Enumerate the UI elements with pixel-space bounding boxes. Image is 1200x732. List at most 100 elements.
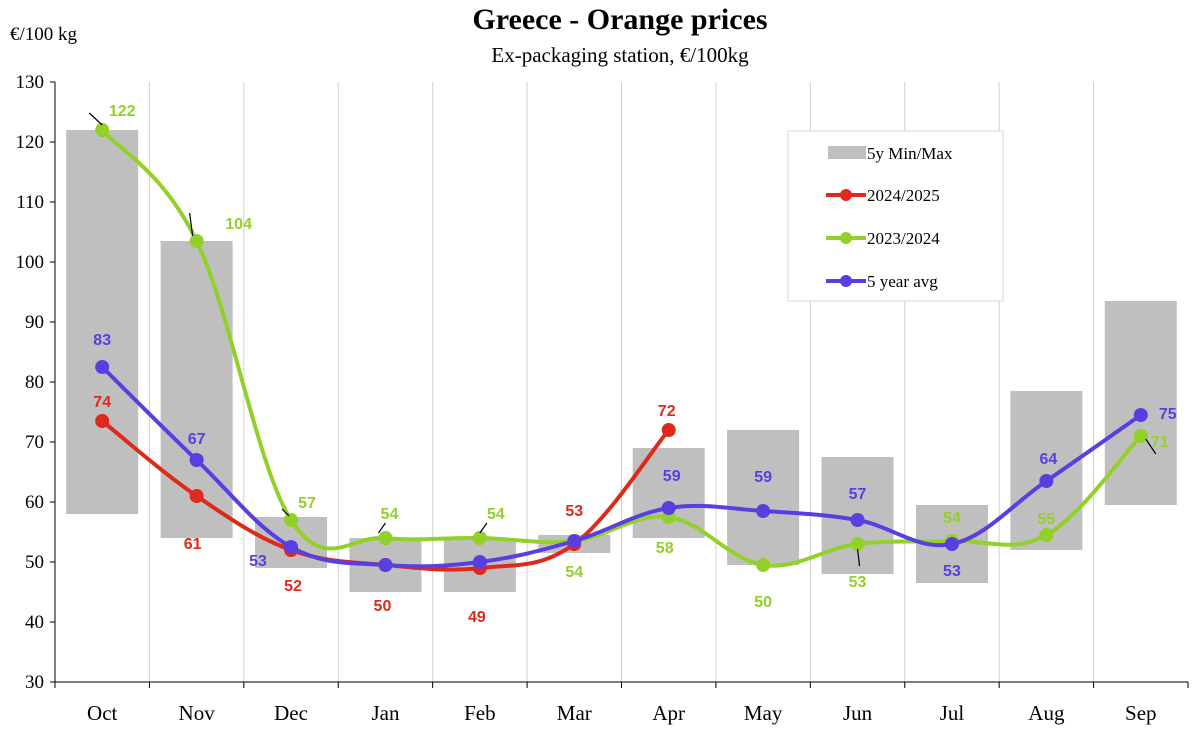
data-label-2023-2024: 54	[943, 510, 961, 527]
x-tick-label-aug: Aug	[1028, 701, 1065, 725]
data-point-5-year-avg	[850, 513, 865, 527]
data-label-5-year-avg: 83	[93, 332, 111, 349]
legend-label: 5 year avg	[867, 272, 938, 291]
leader-line	[479, 522, 488, 534]
axes: 30 40 50 60 70 80 90 100 110 120 130 Oct Nov Dec Jan Fe…	[16, 72, 1189, 725]
x-tick-label-nov: Nov	[179, 701, 216, 725]
data-label-5-year-avg: 67	[188, 431, 206, 448]
data-labels: 74 61 52 50 49 53 72 122 104 57 54 54 54 58 50 53 54 55 71…	[88, 103, 1177, 626]
x-tick-label-jan: Jan	[371, 701, 399, 725]
x-tick-label-jun: Jun	[843, 701, 873, 725]
y-axis-unit-label: €/100 kg	[10, 24, 78, 45]
leader-line	[189, 212, 194, 237]
x-tick-label-oct: Oct	[87, 701, 117, 725]
data-label-2023-2024: 54	[381, 506, 399, 523]
data-point-2024-2025	[189, 489, 204, 503]
x-tick-label-may: May	[744, 701, 783, 725]
data-point-5-year-avg	[756, 504, 771, 518]
data-label-2023-2024: 71	[1151, 434, 1169, 451]
leader-line	[1145, 438, 1157, 455]
y-tick-label: 120	[16, 132, 45, 153]
data-label-2024-2025: 52	[284, 578, 302, 595]
data-label-2023-2024: 104	[225, 216, 252, 233]
min-max-range-bars	[66, 130, 1177, 592]
data-point-5-year-avg	[567, 534, 582, 548]
y-tick-label: 130	[16, 72, 45, 93]
data-point-5-year-avg	[472, 555, 487, 569]
x-tick-label-jul: Jul	[940, 701, 965, 725]
data-point-2023-2024	[189, 234, 204, 248]
data-label-5-year-avg: 57	[849, 486, 867, 503]
data-label-2023-2024: 54	[487, 506, 505, 523]
data-point-2023-2024	[472, 531, 487, 545]
series-line-5-year-avg	[100, 365, 1143, 569]
data-label-2023-2024: 54	[565, 564, 583, 581]
legend-swatch-marker	[840, 275, 852, 287]
range-bar-oct	[66, 130, 139, 514]
legend-label: 2023/2024	[867, 229, 940, 248]
data-label-5-year-avg: 59	[754, 469, 772, 486]
chart-subtitle: Ex-packaging station, €/100kg	[491, 43, 749, 67]
data-label-5-year-avg: 53	[943, 563, 961, 580]
data-point-2023-2024	[1039, 528, 1054, 542]
range-bar-sep	[1104, 301, 1177, 505]
chart-title: Greece - Orange prices	[472, 3, 767, 36]
data-label-5-year-avg: 64	[1039, 451, 1057, 468]
y-tick-label: 90	[25, 312, 44, 333]
data-label-2023-2024: 55	[1037, 511, 1055, 528]
data-label-2024-2025: 50	[374, 598, 392, 615]
data-label-2024-2025: 53	[565, 503, 583, 520]
data-point-5-year-avg	[378, 558, 393, 572]
data-label-2024-2025: 49	[468, 609, 486, 626]
x-tick-label-mar: Mar	[557, 701, 592, 725]
data-label-2023-2024: 50	[754, 594, 772, 611]
data-label-2023-2024: 122	[109, 103, 136, 120]
x-tick-label-apr: Apr	[652, 701, 685, 725]
data-point-5-year-avg	[944, 537, 959, 551]
y-tick-label: 30	[25, 672, 44, 693]
x-tick-label-sep: Sep	[1125, 701, 1157, 725]
data-point-5-year-avg	[189, 453, 204, 467]
data-label-2024-2025: 72	[658, 403, 676, 420]
y-tick-label: 40	[25, 612, 44, 633]
y-tick-label: 110	[16, 192, 44, 213]
leader-line	[88, 112, 103, 126]
legend-swatch-min-max	[828, 146, 866, 159]
data-label-2024-2025: 61	[184, 536, 202, 553]
data-label-5-year-avg: 75	[1159, 406, 1177, 423]
data-label-2024-2025: 74	[93, 394, 111, 411]
x-tick-label-dec: Dec	[274, 701, 308, 725]
legend-swatch-marker	[840, 189, 852, 201]
data-point-5-year-avg	[1133, 408, 1148, 422]
leader-line	[281, 508, 290, 517]
y-tick-label: 80	[25, 372, 44, 393]
y-tick-label: 60	[25, 492, 44, 513]
data-label-5-year-avg: 53	[249, 553, 267, 570]
data-label-5-year-avg: 59	[663, 468, 681, 485]
leader-line	[856, 548, 861, 567]
legend: 5y Min/Max 2024/2025 2023/2024 5 year avg	[787, 130, 1004, 302]
data-point-2023-2024	[378, 531, 393, 545]
data-point-2023-2024	[95, 123, 110, 137]
range-bar-may	[727, 430, 800, 565]
data-point-2023-2024	[284, 513, 299, 527]
data-point-5-year-avg	[661, 501, 676, 515]
legend-label-min-max: 5y Min/Max	[867, 144, 953, 163]
series-lines	[95, 123, 1148, 575]
legend-label: 2024/2025	[867, 186, 940, 205]
x-tick-label-feb: Feb	[464, 701, 496, 725]
data-point-2023-2024	[756, 558, 771, 572]
legend-box	[787, 130, 1004, 302]
data-label-2023-2024: 57	[298, 495, 316, 512]
data-point-5-year-avg	[284, 540, 299, 554]
data-point-2023-2024	[850, 537, 865, 551]
legend-swatch-marker	[840, 232, 852, 244]
data-label-2023-2024: 53	[849, 574, 867, 591]
leader-line	[377, 522, 386, 534]
data-point-2024-2025	[95, 414, 110, 428]
data-label-2023-2024: 58	[656, 540, 674, 557]
gridlines	[148, 82, 1095, 682]
y-tick-label: 50	[25, 552, 44, 573]
range-bar-aug	[1010, 391, 1083, 550]
